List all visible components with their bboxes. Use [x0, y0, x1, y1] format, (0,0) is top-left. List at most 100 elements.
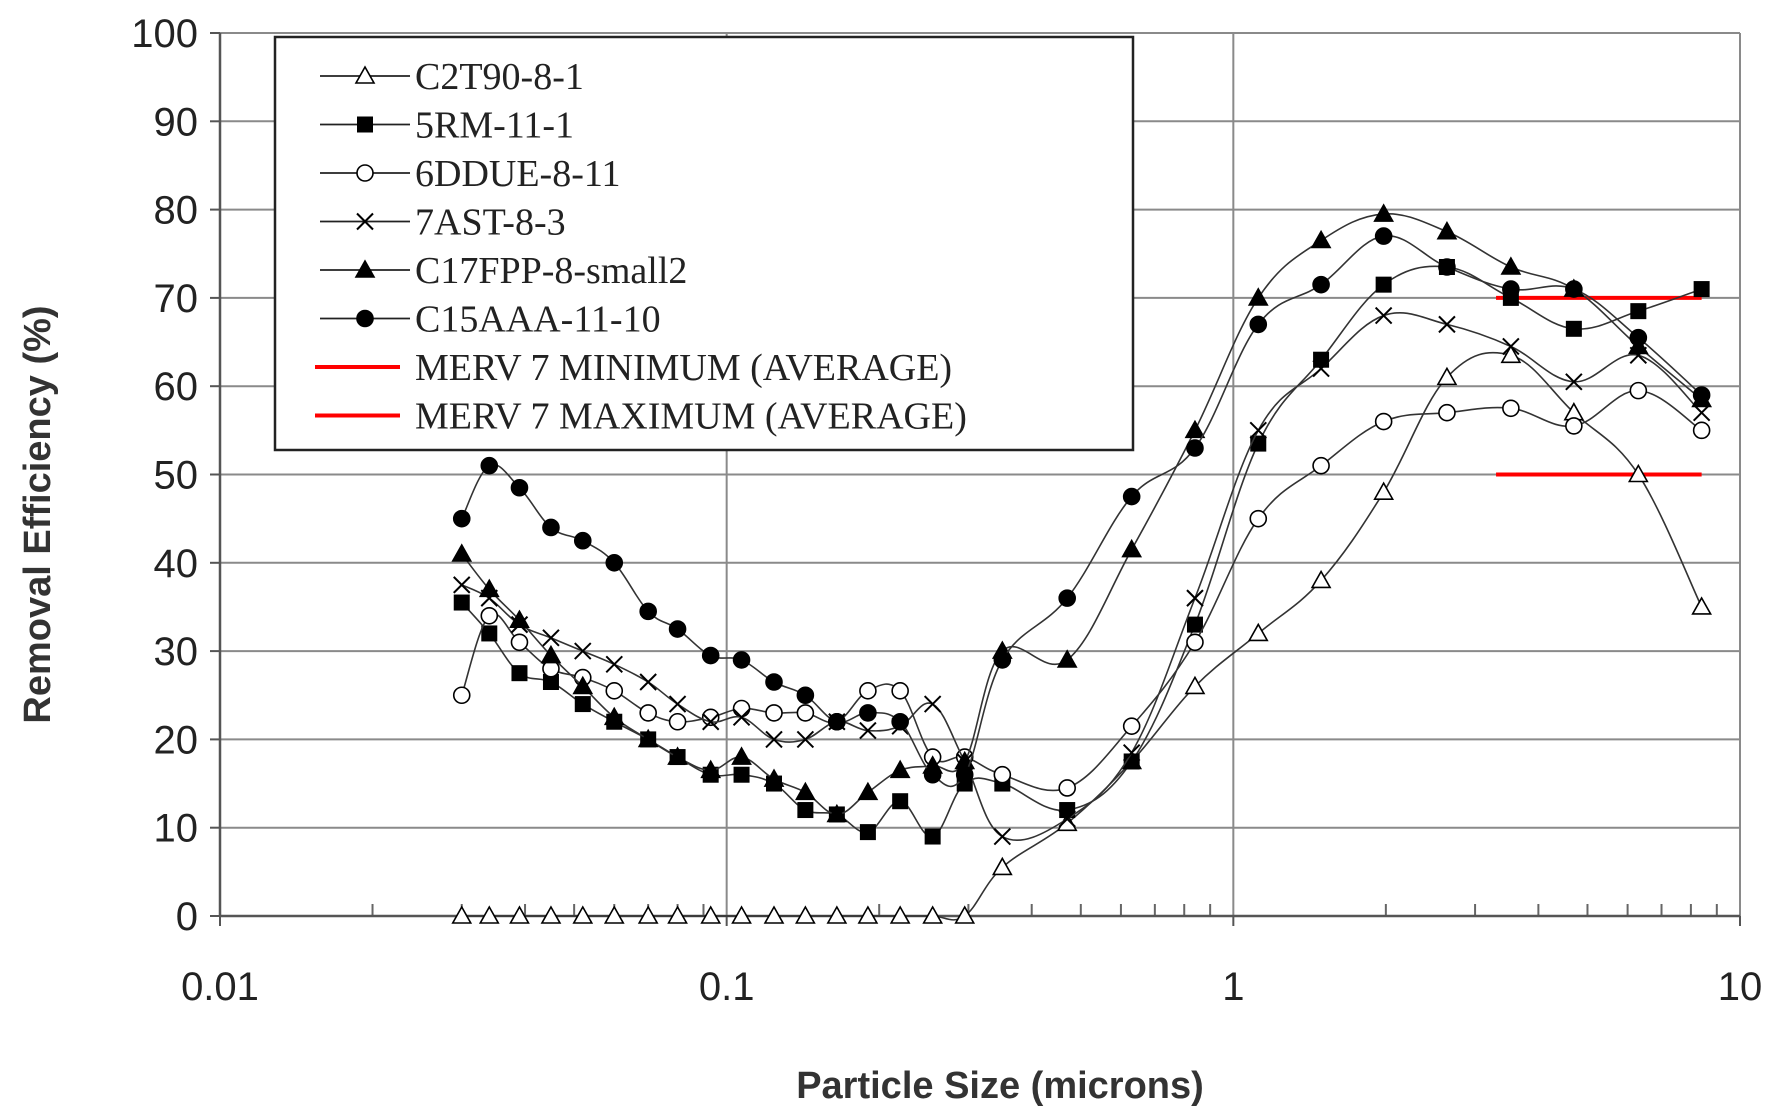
- data-point: [1500, 344, 1522, 364]
- data-point: [731, 746, 752, 765]
- y-tick-label: 90: [154, 100, 199, 144]
- data-point: [1122, 743, 1141, 762]
- data-point: [1186, 616, 1203, 633]
- legend-marker: [354, 65, 376, 84]
- data-point: [922, 905, 944, 924]
- data-point: [765, 673, 783, 691]
- legend-label: 7AST-8-3: [415, 202, 566, 244]
- legend-label: 5RM-11-1: [415, 105, 574, 147]
- data-point: [1627, 463, 1649, 483]
- data-point: [828, 712, 846, 731]
- data-point: [857, 905, 879, 924]
- data-point: [993, 765, 1012, 784]
- y-tick-label: 40: [154, 542, 199, 586]
- data-point: [1692, 421, 1711, 440]
- data-point: [1249, 509, 1268, 528]
- data-point: [731, 905, 752, 924]
- data-point: [954, 905, 976, 924]
- data-point: [605, 655, 623, 674]
- data-point: [639, 704, 657, 722]
- data-point: [1250, 435, 1267, 452]
- data-point: [1313, 351, 1330, 368]
- data-point: [859, 704, 877, 722]
- legend-entry-4: C17FPP-8-small2: [320, 250, 687, 292]
- y-tick-label: 0: [176, 895, 198, 939]
- data-point: [795, 905, 816, 924]
- data-point: [1249, 421, 1267, 440]
- data-point: [732, 699, 751, 718]
- data-point: [1438, 403, 1456, 422]
- data-point: [668, 620, 687, 638]
- data-point: [510, 478, 529, 497]
- data-point: [511, 665, 528, 682]
- data-point: [451, 543, 473, 562]
- legend-entry-3: 7AST-8-3: [320, 202, 566, 244]
- y-tick-label: 100: [131, 12, 198, 56]
- data-point: [892, 793, 909, 810]
- legend-entry-1: 5RM-11-1: [320, 105, 574, 147]
- data-point: [889, 905, 911, 924]
- data-point: [1310, 569, 1332, 589]
- data-point: [1374, 227, 1393, 245]
- x-tick-labels: 0.01 0.1 1 10: [181, 965, 1762, 1009]
- data-point: [1058, 779, 1076, 797]
- legend-entry-2: 6DDUE-8-11: [320, 153, 620, 195]
- data-point: [991, 856, 1013, 876]
- data-point: [1565, 417, 1583, 435]
- data-point: [453, 594, 470, 611]
- data-point: [796, 704, 815, 722]
- data-point: [993, 651, 1012, 669]
- x-tick-label: 0.1: [699, 965, 755, 1009]
- data-point: [1565, 280, 1583, 298]
- data-point: [857, 781, 879, 801]
- data-point: [574, 696, 591, 713]
- data-point: [1373, 481, 1395, 500]
- data-point: [1186, 589, 1204, 607]
- legend-label: C17FPP-8-small2: [415, 250, 687, 292]
- data-point: [1375, 276, 1392, 293]
- data-point: [603, 706, 625, 726]
- legend-entry-5: C15AAA-11-10: [320, 299, 661, 341]
- x-tick-label: 0.01: [181, 965, 259, 1009]
- data-point: [667, 905, 688, 924]
- legend-marker: [356, 212, 374, 231]
- legend-marker: [356, 164, 374, 182]
- data-point: [1500, 256, 1522, 275]
- data-point: [540, 905, 562, 924]
- data-point: [639, 602, 657, 621]
- data-point: [574, 642, 592, 660]
- data-point: [1436, 366, 1458, 386]
- data-point: [452, 686, 471, 705]
- data-point: [542, 629, 560, 647]
- data-point: [509, 609, 530, 628]
- data-point: [1186, 439, 1204, 457]
- data-point: [701, 646, 720, 665]
- data-point: [700, 759, 722, 779]
- data-point: [1121, 538, 1143, 558]
- data-point: [955, 765, 974, 784]
- y-axis-title: Removal Efficiency (%): [17, 305, 59, 723]
- data-point: [1502, 399, 1520, 418]
- data-point: [637, 728, 659, 748]
- data-point: [797, 802, 814, 819]
- data-point: [1374, 412, 1393, 431]
- data-point: [796, 686, 815, 705]
- data-point: [1310, 229, 1332, 249]
- x-tick-label: 1: [1222, 965, 1244, 1009]
- data-point: [795, 781, 816, 801]
- legend-label: 6DDUE-8-11: [415, 153, 620, 195]
- data-point: [1122, 487, 1141, 506]
- data-point: [1247, 287, 1269, 306]
- data-point: [1312, 275, 1330, 294]
- data-point: [478, 578, 500, 598]
- data-point: [765, 704, 783, 722]
- data-point: [1436, 221, 1458, 240]
- data-point: [732, 651, 751, 669]
- data-point: [1502, 337, 1520, 356]
- data-point: [605, 682, 624, 700]
- data-point: [1438, 315, 1456, 334]
- data-point: [859, 682, 877, 700]
- data-point: [1502, 280, 1520, 298]
- data-point: [668, 695, 687, 713]
